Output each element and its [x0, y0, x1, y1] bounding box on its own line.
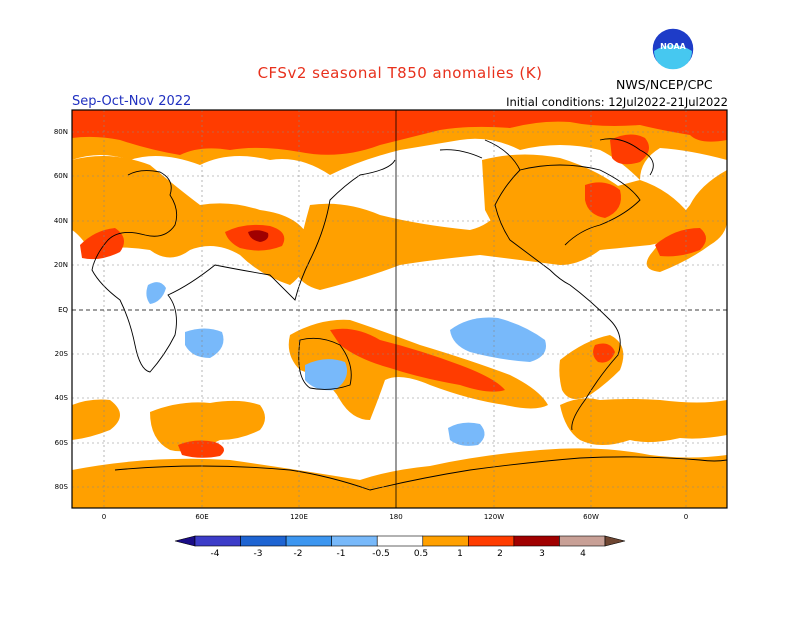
lon-label: 120E — [290, 513, 308, 521]
lat-label: 60N — [53, 172, 68, 180]
colorbar-label: 1 — [457, 549, 463, 559]
lat-label: 40S — [54, 394, 68, 402]
lat-label: 20N — [53, 261, 68, 269]
colorbar-label: 0.5 — [413, 549, 429, 559]
anomaly-layer-red — [72, 110, 727, 458]
map-gridlines — [72, 110, 727, 508]
colorbar-swatch — [194, 535, 241, 547]
logo-text: NOAA — [660, 42, 686, 51]
colorbar-swatch — [285, 535, 332, 547]
anomaly-layer-light-blue — [146, 282, 546, 446]
colorbar-label: -2 — [293, 549, 303, 559]
lat-label: 40N — [53, 217, 68, 225]
lon-label: 120W — [483, 513, 505, 521]
lat-label: 80N — [53, 128, 68, 136]
agency-label: NWS/NCEP/CPC — [616, 77, 713, 92]
colorbar-arrow-right — [604, 535, 626, 547]
colorbar-label: 3 — [539, 549, 545, 559]
lon-label: 60W — [583, 513, 599, 521]
colorbar-label: 4 — [580, 549, 586, 559]
colorbar-swatch — [559, 535, 606, 547]
coastlines — [91, 138, 727, 491]
lon-label: 60E — [195, 513, 209, 521]
colorbar-swatch — [513, 535, 560, 547]
colorbar-label: 2 — [497, 549, 503, 559]
lon-label: 0 — [101, 513, 107, 521]
colorbar-swatch — [331, 535, 378, 547]
lat-label: 20S — [54, 350, 68, 358]
colorbar-swatch — [240, 535, 287, 547]
map-plot-area — [72, 110, 727, 508]
lon-label: 0 — [683, 513, 689, 521]
colorbar-swatch — [376, 535, 424, 547]
lat-label: 80S — [54, 483, 68, 491]
colorbar-swatch — [468, 535, 515, 547]
colorbar-label: -0.5 — [372, 549, 390, 559]
colorbar-arrow-left — [174, 535, 196, 547]
colorbar-swatch — [422, 535, 469, 547]
colorbar — [174, 535, 626, 547]
season-label: Sep-Oct-Nov 2022 — [72, 94, 192, 109]
initial-conditions-label: Initial conditions: 12Jul2022-21Jul2022 — [506, 95, 728, 109]
colorbar-label: -4 — [210, 549, 220, 559]
anomaly-layer-orange — [72, 110, 727, 508]
noaa-logo-icon: NOAA — [651, 27, 695, 71]
anomaly-layer-dark-red — [248, 230, 269, 242]
lat-label: 60S — [54, 439, 68, 447]
colorbar-label: -1 — [336, 549, 346, 559]
colorbar-label: -3 — [253, 549, 263, 559]
lon-label: 180 — [389, 513, 403, 521]
lat-label: EQ — [58, 306, 68, 314]
map-title: CFSv2 seasonal T850 anomalies (K) — [257, 64, 543, 82]
map-frame — [71, 109, 728, 509]
